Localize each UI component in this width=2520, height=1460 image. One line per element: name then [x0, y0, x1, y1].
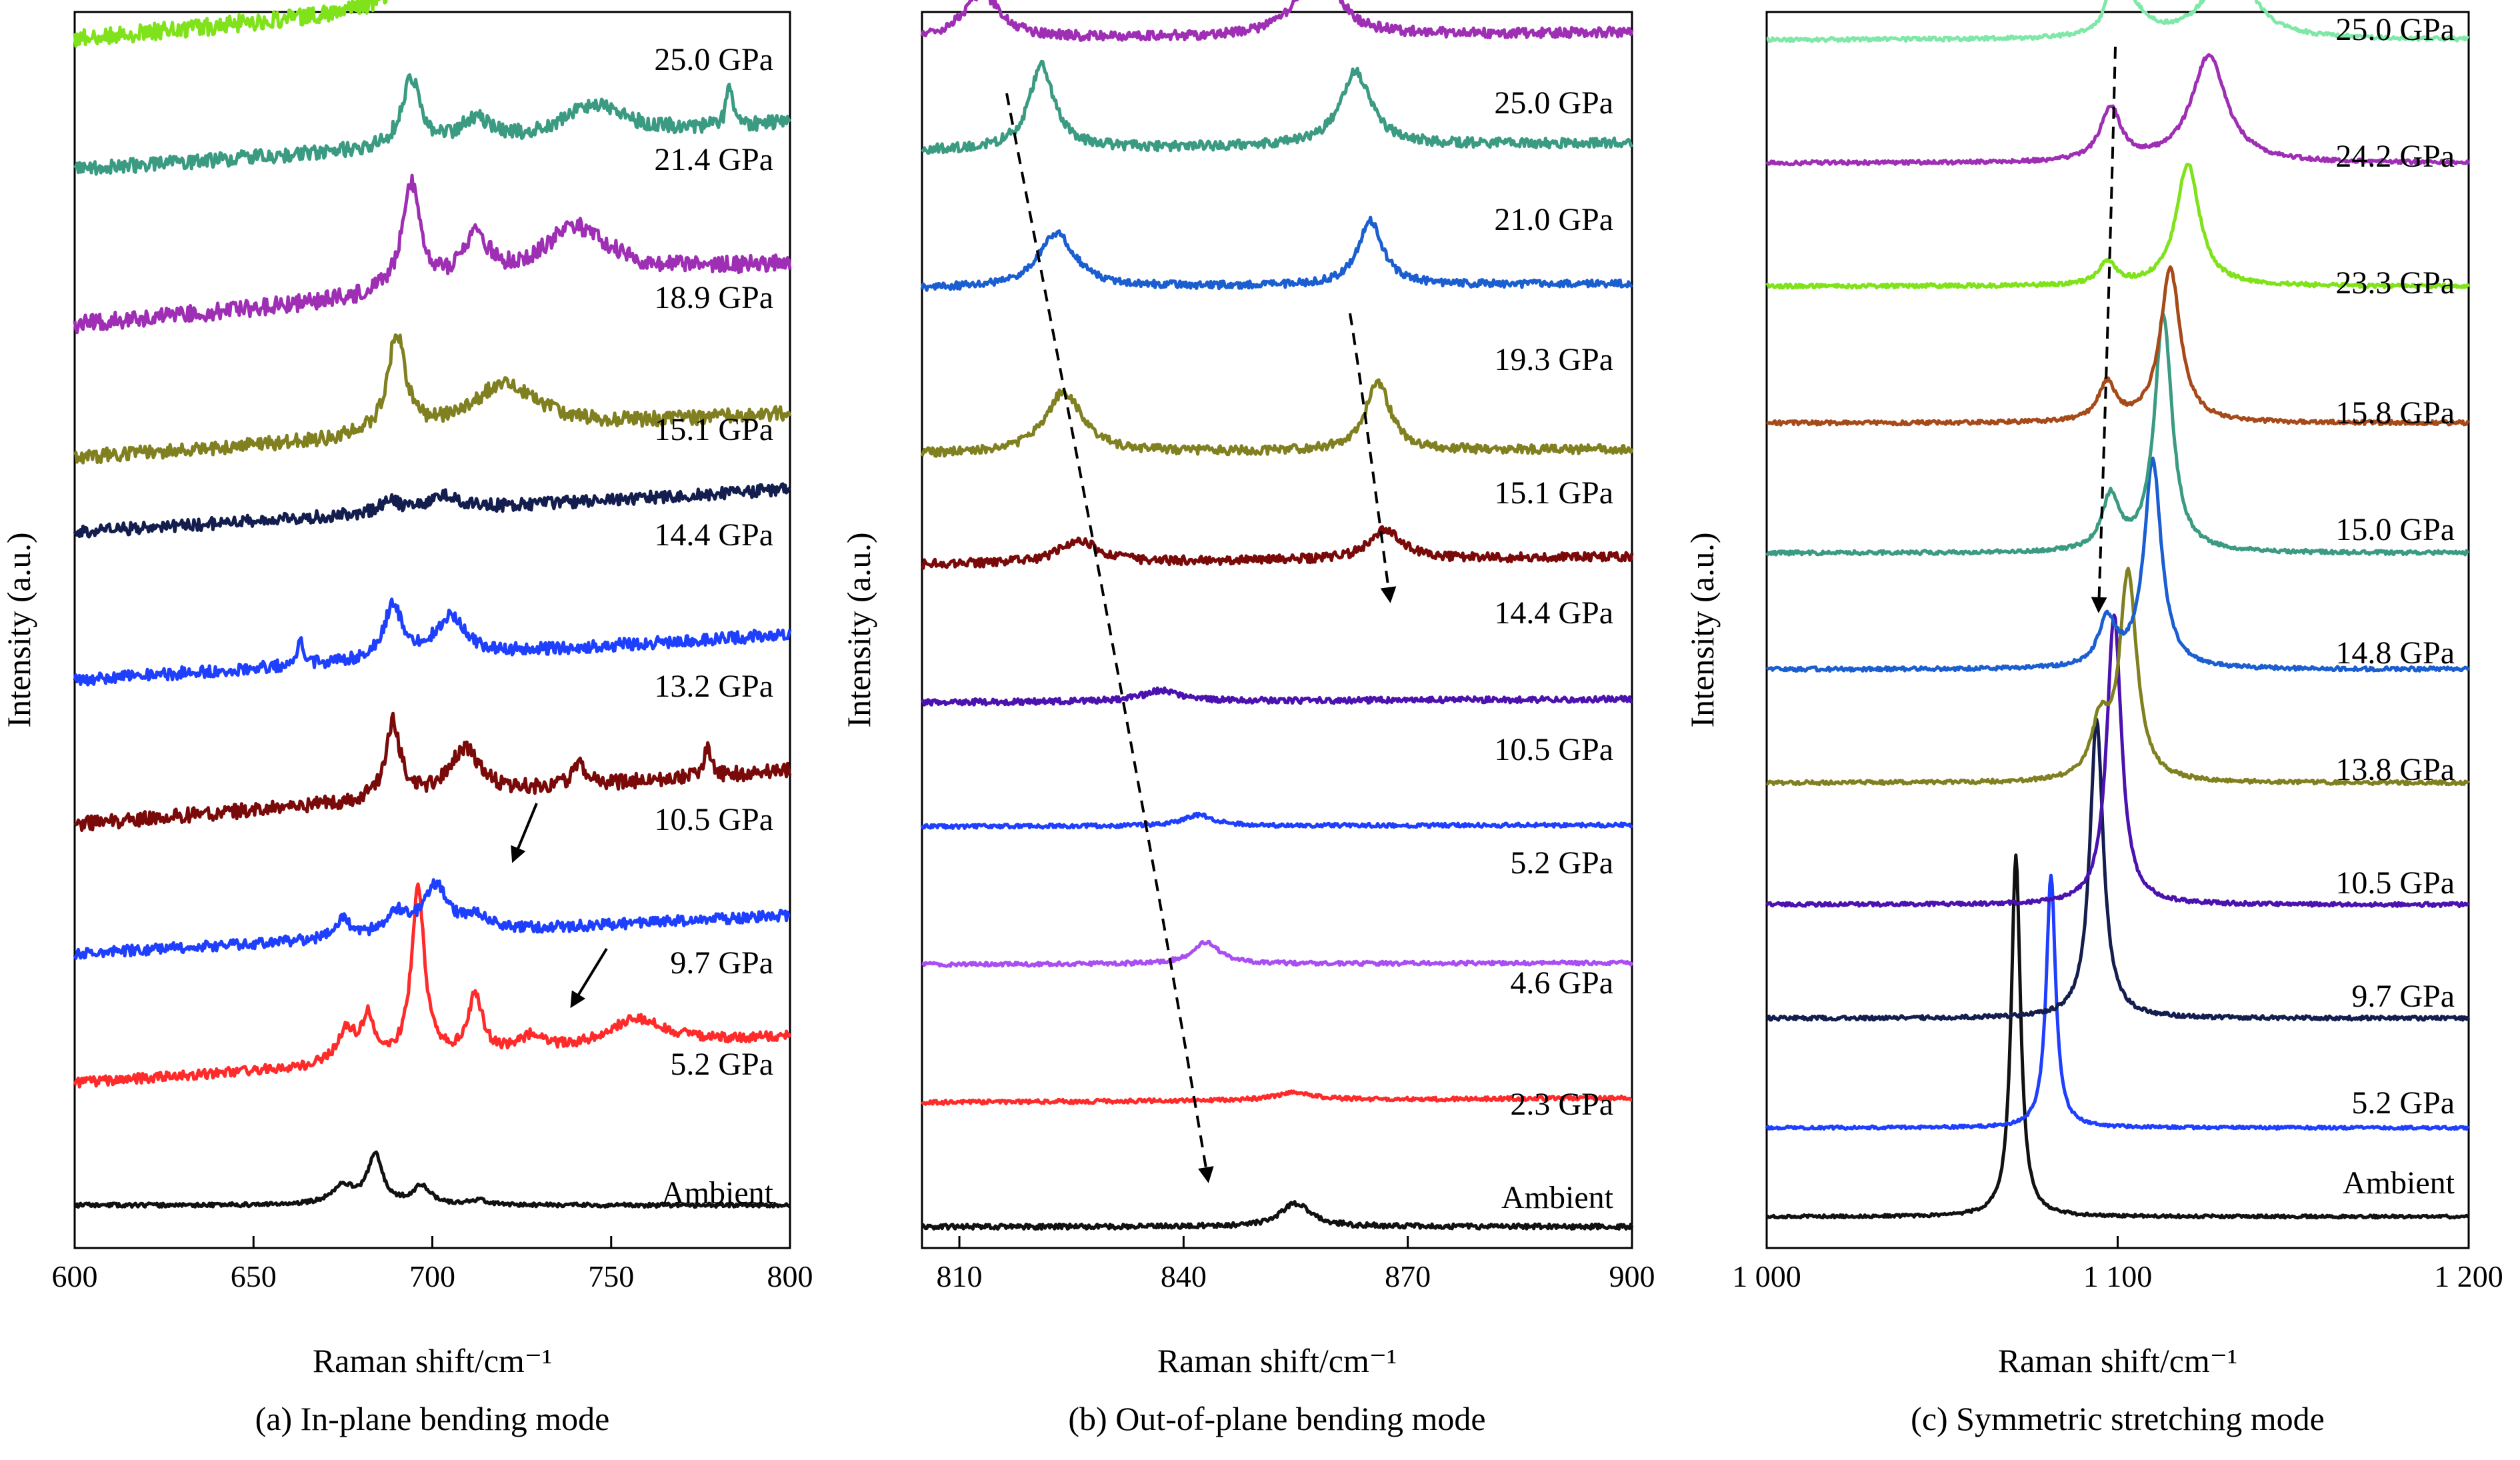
series-line-c-0	[1765, 853, 2469, 1220]
series-label-a-6: 15.1 GPa	[654, 412, 773, 447]
annotation-arrow-a-0	[511, 803, 538, 863]
annotation-arrow-a-1	[570, 947, 608, 1009]
x-tick-label-b-870: 870	[1385, 1259, 1431, 1293]
series-line-b-7	[920, 215, 1633, 292]
x-axis-label-b: Raman shift/cm⁻¹	[1157, 1342, 1397, 1379]
x-tick-label-b-810: 810	[937, 1259, 983, 1293]
series-label-a-3: 10.5 GPa	[654, 802, 773, 837]
series-label-a-5: 14.4 GPa	[654, 517, 773, 553]
series-label-c-0: Ambient	[2343, 1165, 2455, 1201]
series-label-b-8: 21.0 GPa	[1494, 202, 1613, 237]
series-label-a-8: 21.4 GPa	[654, 142, 773, 177]
chart-panel-c: 1 000 1 100 1 200 Raman shift/cm⁻¹ Intensity…	[1683, 0, 2503, 1437]
x-tick-label-a-600: 600	[52, 1259, 98, 1293]
series-line-c-1	[1765, 873, 2470, 1131]
x-tick-label-c-1000: 1 000	[1732, 1259, 1801, 1293]
series-label-b-3: 5.2 GPa	[1510, 845, 1613, 881]
series-line-c-8	[1765, 163, 2471, 290]
series-label-a-2: 9.7 GPa	[670, 945, 773, 981]
series-label-c-9: 24.2 GPa	[2335, 139, 2455, 174]
series-line-a-7	[73, 173, 792, 335]
series-label-a-4: 13.2 GPa	[654, 669, 773, 704]
series-line-c-5	[1765, 456, 2471, 673]
chart-panel-a: 600 650 700 750 800 Raman shift/cm⁻¹ Intensity…	[0, 0, 813, 1437]
y-axis-label-b: Intensity (a.u.)	[840, 533, 877, 728]
x-tick-label-b-840: 840	[1161, 1259, 1207, 1293]
plot-frame-b	[921, 11, 1633, 1249]
series-line-b-2	[921, 939, 1634, 968]
series-line-b-3	[920, 811, 1633, 830]
series-label-c-3: 10.5 GPa	[2335, 865, 2455, 901]
series-line-b-6	[920, 378, 1634, 458]
x-tick-label-a-800: 800	[767, 1259, 813, 1293]
series-line-c-2	[1765, 717, 2471, 1022]
chart-panel-b: 810 840 870 900 Raman shift/cm⁻¹ Intensity (a…	[840, 0, 1655, 1437]
series-label-c-10: 25.0 GPa	[2335, 12, 2455, 47]
annotation-arrow-b-1	[1349, 313, 1397, 603]
series-line-a-8	[73, 73, 792, 176]
y-axis-label-c: Intensity (a.u.)	[1683, 533, 1721, 728]
series-line-a-1	[73, 882, 792, 1089]
series-label-c-1: 5.2 GPa	[2351, 1085, 2455, 1121]
series-line-c-10	[1766, 0, 2470, 43]
series-line-b-8	[921, 59, 1634, 155]
series-label-b-2: 4.6 GPa	[1510, 965, 1613, 1001]
series-line-c-9	[1765, 53, 2471, 167]
series-label-a-9: 25.0 GPa	[654, 42, 773, 77]
series-line-b-0	[921, 1200, 1634, 1231]
series-label-c-8: 23.3 GPa	[2335, 265, 2455, 301]
x-tick-label-a-650: 650	[231, 1259, 277, 1293]
annotation-arrow-c-0	[2091, 46, 2117, 613]
series-label-c-6: 15.0 GPa	[2335, 512, 2455, 547]
x-tick-label-a-700: 700	[409, 1259, 455, 1293]
series-label-a-7: 18.9 GPa	[654, 280, 773, 315]
series-line-c-7	[1766, 265, 2470, 427]
x-axis-label-c: Raman shift/cm⁻¹	[1998, 1342, 2237, 1379]
series-label-c-2: 9.7 GPa	[2351, 979, 2455, 1014]
series-line-a-2	[73, 878, 791, 960]
series-line-c-4	[1765, 567, 2470, 787]
series-label-b-9: 25.0 GPa	[1494, 85, 1613, 121]
annotation-arrow-b-0	[1005, 93, 1214, 1183]
series-label-b-6: 15.1 GPa	[1494, 475, 1613, 511]
series-label-b-0: Ambient	[1501, 1180, 1614, 1215]
x-tick-label-a-750: 750	[588, 1259, 634, 1293]
series-line-a-6	[73, 333, 792, 465]
y-axis-label-a: Intensity (a.u.)	[0, 533, 37, 728]
panel-caption-b: (b) Out-of-plane bending mode	[1068, 1400, 1485, 1437]
panel-caption-c: (c) Symmetric stretching mode	[1911, 1400, 2325, 1437]
x-tick-label-c-1200: 1 200	[2434, 1259, 2503, 1293]
series-label-b-7: 19.3 GPa	[1494, 342, 1613, 377]
series-line-a-5	[73, 482, 791, 539]
series-line-b-9	[920, 0, 1634, 42]
x-tick-label-c-1100: 1 100	[2083, 1259, 2153, 1293]
series-label-c-4: 13.8 GPa	[2335, 752, 2455, 787]
series-line-a-0	[74, 1150, 791, 1209]
series-label-b-4: 10.5 GPa	[1494, 732, 1613, 767]
series-line-a-4	[73, 597, 792, 687]
series-label-b-5: 14.4 GPa	[1494, 595, 1613, 631]
series-label-a-0: Ambient	[661, 1175, 774, 1211]
series-line-c-6	[1765, 312, 2469, 557]
series-line-b-1	[920, 1089, 1633, 1106]
x-tick-label-b-900: 900	[1609, 1259, 1655, 1293]
series-line-a-9	[73, 0, 388, 48]
series-label-c-5: 14.8 GPa	[2335, 635, 2455, 671]
x-axis-label-a: Raman shift/cm⁻¹	[313, 1342, 552, 1379]
series-line-b-5	[921, 525, 1634, 570]
series-label-c-7: 15.8 GPa	[2335, 395, 2455, 431]
series-label-a-1: 5.2 GPa	[670, 1047, 773, 1082]
panel-caption-a: (a) In-plane bending mode	[255, 1400, 610, 1437]
series-line-a-3	[73, 711, 792, 832]
series-line-b-4	[920, 686, 1633, 707]
series-label-b-1: 2.3 GPa	[1510, 1087, 1613, 1122]
